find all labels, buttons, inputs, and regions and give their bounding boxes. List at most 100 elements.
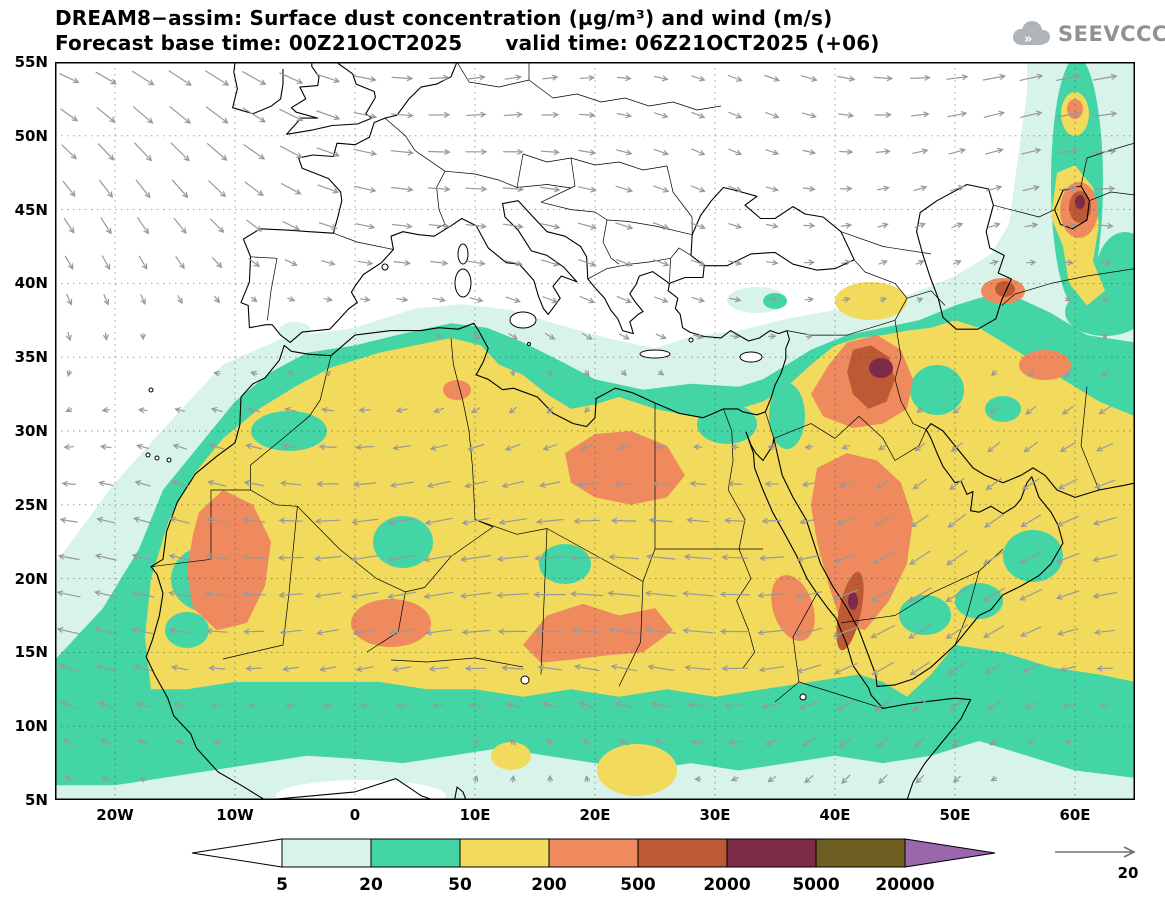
dust-region-200-500 [771,575,815,641]
wind-arrow [1092,517,1117,526]
wind-arrow [354,185,377,193]
wind-arrow [101,255,111,271]
wind-arrow [871,551,894,564]
wind-arrow [608,554,639,560]
wind-arrow [909,661,931,676]
lon-tick-label: 40E [819,806,851,824]
wind-arrow [391,186,414,193]
wind-arrow [1061,702,1074,709]
wind-arrow [724,517,746,524]
wind-arrow [131,590,155,598]
wind-arrow [59,73,80,84]
wind-arrow [1101,369,1109,378]
wind-arrow [909,74,931,81]
wind-arrow [1019,588,1043,601]
wind-arrow [982,550,1005,565]
wind-arrow [64,776,74,782]
wind-arrow [1099,702,1110,709]
wind-arrow [1092,554,1118,563]
wind-arrow [987,222,1001,228]
wind-arrow [1096,665,1113,672]
dust-region-500-2000 [995,281,1015,297]
wind-arrow [249,370,258,377]
wind-arrow [137,407,148,414]
wind-arrow [1101,296,1109,303]
wind-arrow [647,664,674,671]
wind-arrow [838,480,853,488]
lon-tick-label: 20E [579,806,611,824]
wind-arrow [94,627,118,635]
wind-arrow [470,407,481,414]
wind-arrow [616,112,633,119]
wind-arrow [988,406,999,415]
wind-arrow [618,739,629,746]
wind-arrow [97,701,114,709]
wind-arrow [653,185,670,193]
wind-arrow [211,257,223,269]
wind-arrow [205,106,229,124]
wind-arrow [538,481,561,488]
wind-arrow [1064,739,1072,746]
wind-arrow [838,737,853,748]
island-malta [527,342,531,346]
wind-arrow [571,554,603,561]
wind-arrow [321,260,336,266]
wind-arrow [316,73,341,83]
wind-arrow [314,592,341,599]
wind-arrow [278,592,304,598]
wind-arrow [208,180,227,198]
wind-arrow [433,407,445,413]
wind-arrow [140,333,146,341]
wind-arrow [241,554,266,561]
seevccc-logo: » SEEVCCC [1008,18,1165,50]
colorbar-cell [459,838,550,868]
wind-arrow [318,443,337,450]
dust-region-20-50 [955,583,1003,619]
wind-arrow [242,517,266,523]
wind-arrow [63,217,75,234]
wind-arrow [794,627,823,637]
colorbar-cell [548,838,639,868]
wind-arrow [584,775,591,783]
wind-arrow [1020,626,1042,637]
dust-region-20-50 [769,383,805,449]
wind-arrow [832,626,859,638]
wind-arrow [579,75,596,81]
wind-arrow [134,142,153,162]
wind-arrow [205,70,230,86]
wind-arrow [502,223,524,230]
wind-arrow [138,255,148,270]
wind-arrow [799,518,819,525]
wind-arrow [982,625,1005,638]
logo-text: SEEVCCC [1058,22,1165,46]
wind-arrow [95,664,116,672]
wind-arrow [279,629,302,635]
island-canary [154,455,160,461]
wind-arrow [1026,259,1037,266]
wind-arrow [728,111,743,119]
wind-arrow [908,550,931,565]
wind-arrow [280,183,302,195]
wind-arrow [682,590,714,597]
lat-tick-label: 15N [14,643,48,662]
wind-arrow [801,112,817,119]
wind-arrow [871,662,894,675]
wind-arrow [62,738,75,746]
wind-arrow [428,186,451,192]
wind-arrow [97,143,115,161]
wind-arrow [652,222,670,230]
wind-arrow [915,774,925,784]
wind-arrow [730,776,739,782]
wind-arrow [579,295,596,304]
wind-arrow [135,701,150,708]
lake-chad [520,675,530,685]
dust-region-200-500 [811,453,913,631]
wind-arrow [615,259,634,267]
lat-tick-label: 50N [14,126,48,145]
wind-arrow [986,185,1003,192]
wind-arrow [1025,405,1037,415]
wind-arrow [645,627,677,634]
wind-arrow [171,179,189,199]
wind-arrow [990,775,998,782]
wind-arrow [834,663,858,675]
